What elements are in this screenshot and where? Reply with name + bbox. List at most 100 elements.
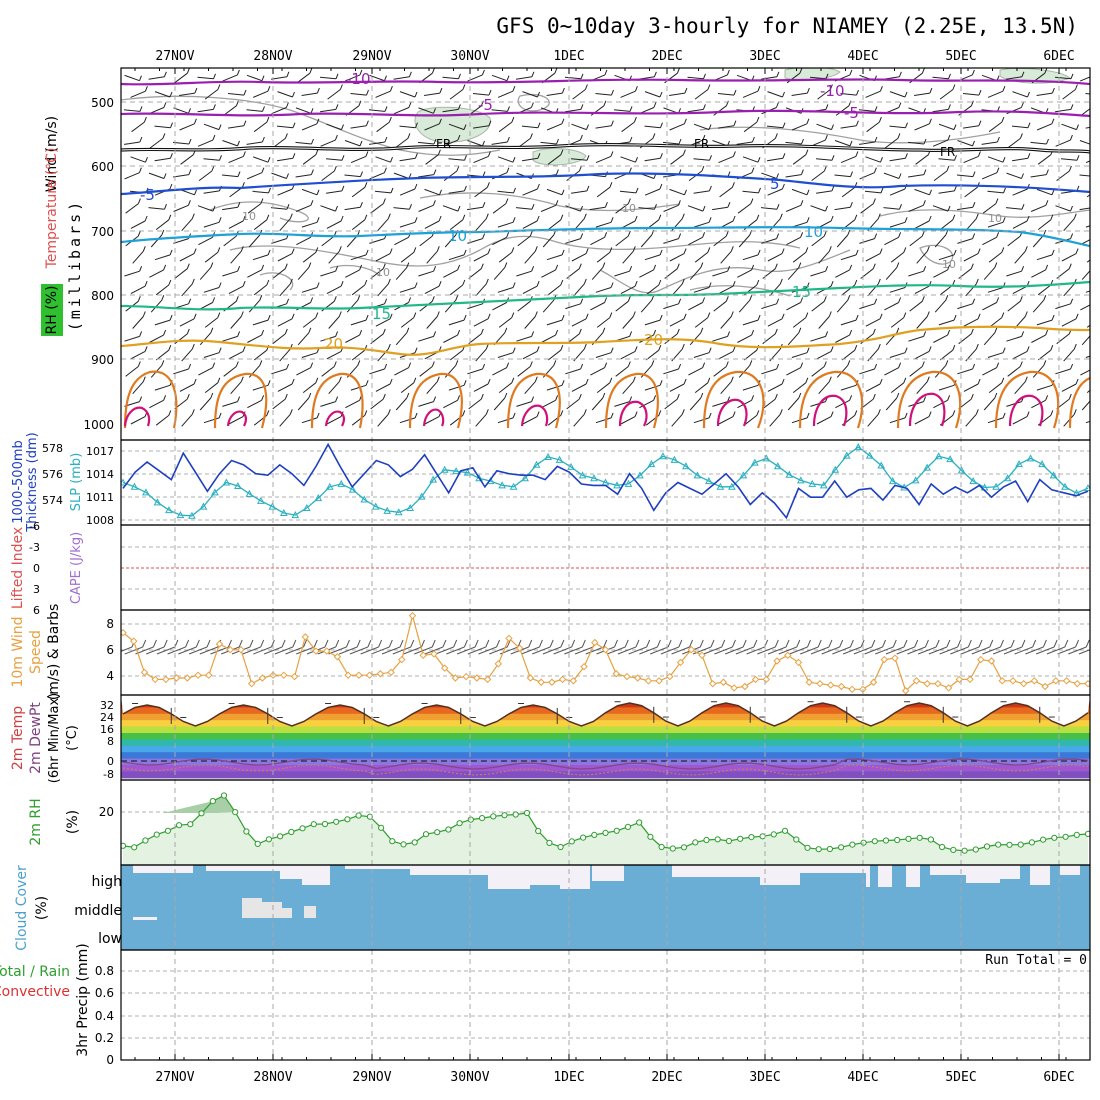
wind-barb — [338, 646, 358, 655]
wind-point — [140, 668, 149, 677]
wind-barb — [1036, 254, 1053, 261]
rh-point — [232, 809, 239, 816]
wind-barb — [621, 121, 635, 133]
wind-barb-flag — [139, 136, 143, 143]
wind-barb-flag — [512, 86, 516, 92]
wind-point — [205, 671, 213, 679]
wind-barb-flag — [1000, 639, 1004, 648]
rh-point — [501, 812, 508, 819]
wind-point — [676, 658, 685, 667]
wind-barb — [596, 382, 611, 393]
wind-barb-flag — [457, 329, 461, 336]
wind-barb — [475, 413, 487, 427]
wind-barb-flag — [291, 248, 295, 254]
wind-barb — [957, 140, 973, 147]
wind-barb — [620, 90, 636, 98]
wind-barb — [639, 646, 658, 655]
wind-barb-flag — [406, 327, 410, 333]
wind-barb — [615, 235, 629, 247]
temp-loop — [604, 372, 659, 429]
wind-barb — [761, 76, 777, 80]
wind-barb-flag — [702, 104, 706, 110]
cape-panel: -6 -3 0 3 6 Lifted Index CAPE (J/kg) — [10, 520, 1090, 617]
wind-barb-flag — [629, 331, 633, 337]
wind-point — [644, 677, 653, 685]
slp-point — [544, 452, 552, 460]
wind-barb-flag — [442, 639, 447, 648]
precip-axis-label-1: Total / Rain — [0, 964, 70, 980]
wind-barb — [203, 158, 220, 161]
wind-barb — [131, 121, 145, 133]
wind-barb-flag — [365, 380, 369, 386]
wind-barb-flag — [261, 167, 265, 173]
wind-point — [558, 675, 567, 684]
wind-barb-flag — [1002, 157, 1006, 163]
rh-tick: 20 — [99, 805, 114, 819]
wind-barb — [778, 646, 797, 655]
wind-barb-flag — [975, 409, 979, 415]
wind-barb — [223, 235, 237, 247]
slp-point — [842, 451, 851, 459]
wind-barb-flag — [415, 122, 418, 128]
wind-barb — [524, 250, 536, 264]
wind-barb-flag — [653, 329, 657, 336]
wind-barb — [915, 154, 929, 165]
wind-barb-flag — [389, 86, 393, 92]
wind-barb — [467, 206, 483, 211]
wind-barb-flag — [898, 71, 902, 77]
wind-barb-flag — [480, 263, 484, 269]
slp-point — [567, 462, 575, 470]
wind-barb-flag — [871, 639, 876, 648]
wind-barb — [960, 646, 980, 655]
rh-point — [288, 828, 295, 836]
date-label: 30NOV — [450, 1070, 489, 1085]
wind-point — [762, 675, 771, 684]
wind-barb-flag — [144, 346, 148, 352]
wind-barb — [792, 252, 807, 263]
wind-barb-flag — [528, 639, 533, 648]
wind-barb-flag — [779, 409, 783, 415]
axis-ticks — [134, 68, 1067, 1060]
wind-barb — [957, 368, 973, 375]
wind-barb-flag — [406, 262, 410, 268]
wind-barb-flag — [561, 189, 565, 195]
slp-tick: 1017 — [86, 445, 114, 458]
wind-barb — [840, 319, 857, 326]
top-date-labels: 27NOV 28NOV 29NOV 30NOV 1DEC 2DEC 3DEC 4… — [155, 49, 1074, 64]
wind-barb — [155, 415, 170, 426]
wind-point — [923, 679, 931, 688]
wind-barb-flag — [1070, 233, 1074, 239]
wind-barb — [663, 204, 679, 212]
wind-barb-flag — [627, 361, 631, 367]
wind-barb — [155, 284, 170, 296]
wind-barb — [522, 285, 538, 295]
wind-barb — [644, 254, 661, 261]
wind-barb-flag — [291, 378, 295, 385]
pressure-tick: 600 — [91, 160, 114, 174]
rh-point — [445, 826, 452, 833]
wind-barb — [713, 300, 727, 312]
wind-barb-flag — [356, 639, 361, 648]
wind-barb-flag — [506, 75, 510, 81]
wind-barb-flag — [414, 282, 418, 288]
temp-band — [121, 733, 1090, 740]
wind-barb-flag — [507, 106, 510, 112]
high-cloud-gap — [1000, 865, 1020, 879]
wind-barb-flag — [995, 198, 999, 204]
wind-barb-flag — [896, 327, 900, 333]
wind-barb — [516, 335, 532, 342]
rh-point — [535, 827, 542, 835]
wind-barb-flag — [561, 314, 565, 321]
wind-barb — [640, 299, 653, 313]
wind-barb-flag — [701, 165, 705, 172]
wind-barb — [934, 234, 947, 248]
wind-barb-flag — [238, 639, 243, 648]
wind-barb — [884, 236, 899, 246]
cape-axis-label: CAPE (J/kg) — [69, 532, 84, 604]
wind-barb — [938, 158, 955, 161]
wind-barb-flag — [877, 213, 881, 219]
wind-barb-flag — [578, 328, 582, 335]
wind-point — [1030, 677, 1039, 685]
temp-contour-minus10 — [121, 78, 1090, 86]
wind-barb-flag — [972, 140, 975, 147]
